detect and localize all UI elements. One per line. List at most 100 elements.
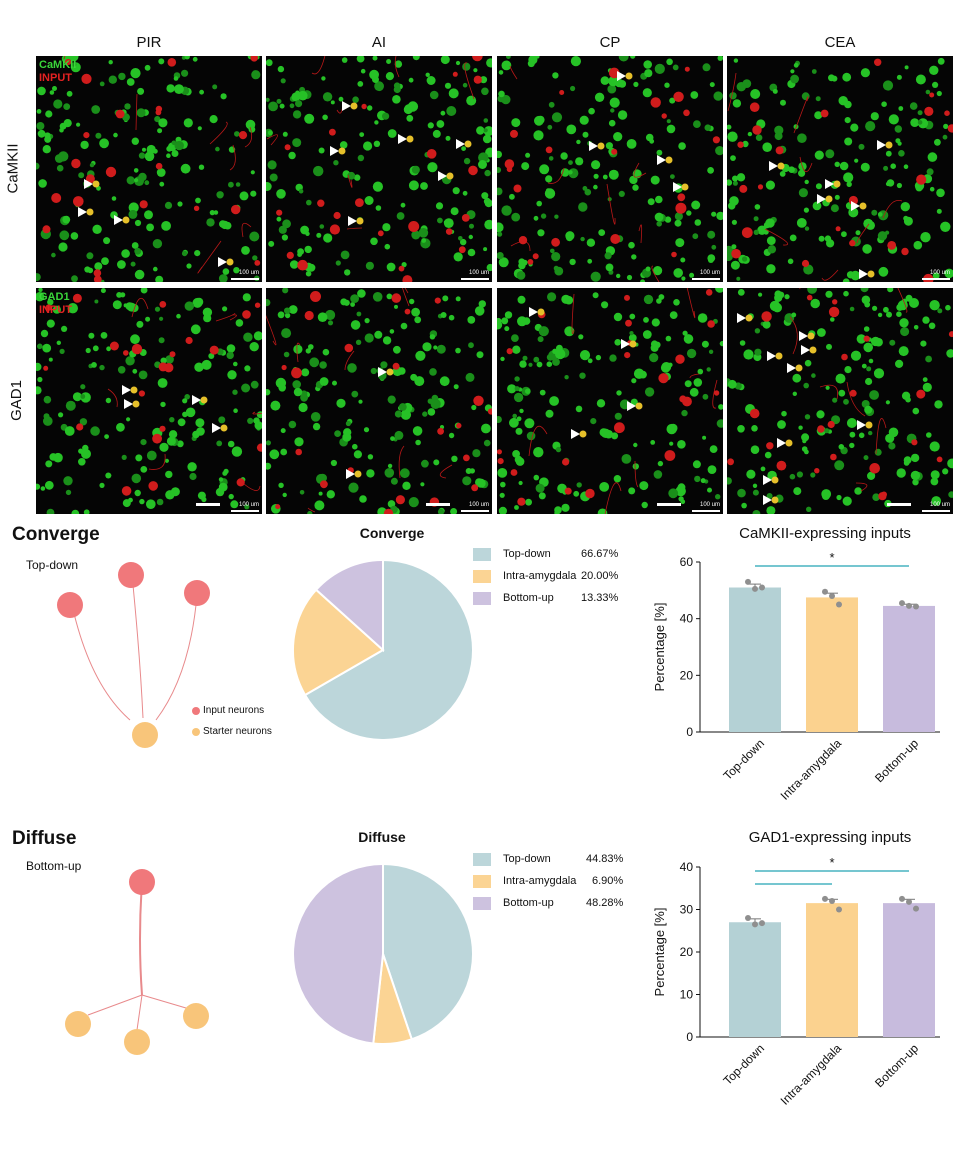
marker-cell bbox=[233, 361, 238, 367]
marker-cell bbox=[455, 347, 461, 354]
marker-cell bbox=[796, 218, 807, 228]
marker-cell bbox=[500, 481, 506, 488]
diffuse-diagram bbox=[65, 869, 209, 1055]
marker-cell bbox=[183, 118, 193, 128]
marker-cell bbox=[99, 138, 109, 149]
marker-cell bbox=[844, 117, 851, 124]
marker-cell bbox=[45, 460, 53, 468]
y-tick-label: 60 bbox=[680, 555, 694, 569]
marker-cell bbox=[347, 171, 356, 180]
marker-cell bbox=[421, 238, 427, 243]
marker-cell bbox=[715, 288, 723, 293]
marker-cell bbox=[81, 448, 91, 459]
marker-cell bbox=[352, 96, 359, 103]
marker-cell bbox=[364, 196, 374, 205]
marker-cell bbox=[642, 88, 652, 98]
marker-cell bbox=[928, 322, 936, 330]
marker-cell bbox=[90, 426, 100, 436]
marker-cell bbox=[689, 387, 699, 397]
marker-cell bbox=[131, 473, 142, 484]
marker-cell bbox=[201, 359, 212, 370]
column-title-ai: AI bbox=[371, 34, 387, 51]
marker-cell bbox=[895, 138, 901, 144]
marker-cell bbox=[929, 65, 939, 75]
marker-cell bbox=[228, 493, 234, 500]
marker-cell bbox=[746, 469, 756, 479]
marker-cell bbox=[437, 217, 443, 224]
marker-cell bbox=[131, 242, 139, 249]
marker-cell bbox=[254, 421, 262, 430]
input-cell bbox=[936, 456, 943, 463]
marker-cell bbox=[866, 220, 875, 230]
column-title-pir: PIR bbox=[136, 34, 162, 51]
colocalized-cell bbox=[833, 180, 841, 188]
marker-cell bbox=[295, 100, 303, 108]
marker-cell bbox=[159, 181, 165, 187]
marker-cell bbox=[293, 387, 303, 397]
data-point bbox=[829, 898, 835, 904]
marker-cell bbox=[484, 219, 492, 230]
legend-row-bottom-up: Bottom-up 13.33% bbox=[473, 592, 633, 614]
marker-cell bbox=[218, 482, 228, 492]
marker-cell bbox=[432, 129, 441, 138]
marker-cell bbox=[63, 103, 71, 110]
marker-cell bbox=[497, 416, 502, 423]
colocalized-cell bbox=[859, 202, 867, 210]
input-cell bbox=[545, 146, 553, 154]
input-process bbox=[135, 94, 138, 131]
marker-cell bbox=[569, 258, 576, 266]
marker-cell bbox=[518, 258, 525, 265]
marker-cell bbox=[533, 130, 544, 141]
marker-cell bbox=[359, 495, 367, 503]
colocalized-cell bbox=[356, 217, 364, 225]
marker-cell bbox=[202, 307, 213, 317]
marker-cell bbox=[436, 344, 446, 354]
marker-cell bbox=[936, 188, 945, 198]
marker-cell bbox=[666, 124, 676, 134]
converge-pie-legend: Top-down 66.67% Intra-amygdala 20.00% Bo… bbox=[473, 548, 633, 614]
marker-cell bbox=[128, 202, 139, 213]
marker-cell bbox=[216, 440, 223, 447]
input-cell bbox=[185, 336, 193, 345]
input-cell bbox=[286, 251, 294, 259]
micrograph-panel: CaMKII INPUT 100 um bbox=[36, 56, 262, 282]
marker-cell bbox=[393, 345, 401, 354]
marker-cell bbox=[65, 489, 72, 496]
marker-cell bbox=[905, 294, 913, 302]
marker-cell bbox=[156, 498, 164, 506]
marker-cell bbox=[498, 70, 504, 75]
colocalized-cell bbox=[885, 141, 893, 149]
marker-cell bbox=[197, 126, 202, 131]
marker-cell bbox=[804, 226, 810, 231]
marker-cell bbox=[811, 373, 816, 378]
marker-cell bbox=[43, 413, 50, 420]
marker-cell bbox=[917, 110, 923, 116]
marker-cell bbox=[146, 144, 156, 155]
marker-cell bbox=[390, 436, 395, 441]
marker-cell bbox=[774, 125, 784, 135]
input-cell bbox=[473, 395, 484, 406]
marker-cell bbox=[429, 90, 439, 100]
marker-cell bbox=[473, 68, 478, 73]
marker-cell bbox=[793, 62, 799, 68]
marker-cell bbox=[199, 89, 205, 95]
input-cell bbox=[155, 109, 162, 116]
marker-cell bbox=[498, 506, 507, 514]
input-cell bbox=[231, 204, 241, 215]
colocalized-cell bbox=[809, 346, 817, 354]
marker-cell bbox=[678, 496, 684, 502]
marker-cell bbox=[870, 112, 879, 121]
marker-cell bbox=[934, 138, 941, 146]
input-cell bbox=[445, 228, 453, 235]
marker-cell bbox=[930, 470, 940, 480]
marker-cell bbox=[702, 435, 707, 440]
input-cell bbox=[673, 91, 684, 102]
marker-cell bbox=[176, 313, 181, 319]
marker-cell bbox=[525, 152, 531, 158]
marker-cell bbox=[896, 182, 902, 189]
marker-cell bbox=[564, 326, 575, 337]
marker-cell bbox=[856, 334, 866, 344]
marker-cell bbox=[707, 465, 717, 474]
marker-cell bbox=[536, 361, 543, 368]
marker-cell bbox=[144, 210, 153, 220]
